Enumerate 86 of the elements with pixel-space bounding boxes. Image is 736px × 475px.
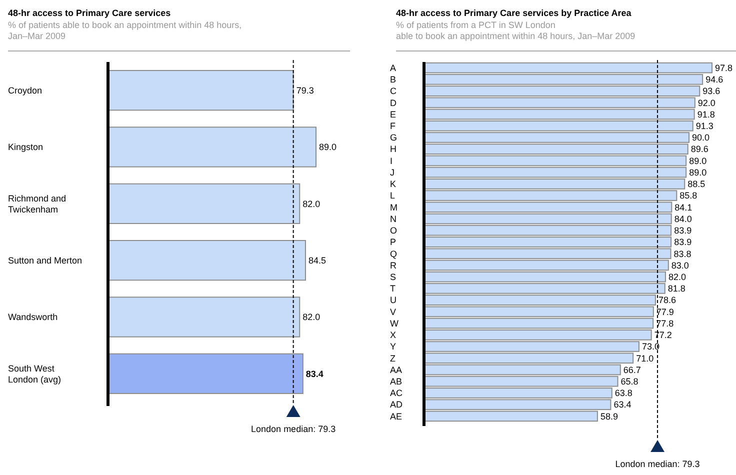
bar	[108, 183, 300, 224]
y-tick-label: M	[390, 202, 398, 212]
y-tick-label: W	[390, 318, 399, 328]
y-tick-label: I	[390, 156, 393, 166]
chart-subtitle: % of patients from a PCT in SW London able to book an appointment within 48 hours, Jan–Mar 2009	[396, 20, 636, 41]
bar	[108, 70, 294, 111]
data-label: 89.0	[689, 167, 707, 178]
ref-line-label: London median: 79.3	[251, 424, 336, 434]
y-tick-label: H	[390, 144, 396, 154]
data-label: 58.9	[600, 411, 618, 422]
y-tick-label: Z	[390, 353, 396, 364]
y-tick-label: F	[390, 121, 396, 132]
data-label: 88.5	[688, 179, 706, 190]
y-tick-label: E	[390, 109, 396, 120]
data-label: 91.8	[697, 109, 715, 120]
y-tick-label: K	[390, 179, 396, 190]
bar	[108, 296, 300, 338]
data-label: 79.3	[296, 85, 314, 96]
bar	[108, 240, 306, 281]
data-label: 82.0	[302, 312, 320, 322]
ref-line-label: London median: 79.3	[615, 459, 700, 469]
y-tick-label: U	[390, 295, 396, 306]
data-label: 84.1	[674, 202, 692, 212]
data-label: 82.0	[668, 272, 686, 282]
data-label: 83.4	[306, 368, 324, 379]
y-tick-label: Q	[390, 248, 398, 259]
y-tick-label: South West London (avg)	[8, 363, 62, 384]
data-label: 93.6	[702, 86, 720, 96]
y-tick-label: R	[390, 260, 397, 270]
data-label: 89.6	[690, 144, 708, 154]
y-tick-label: Richmond and Twickenham	[8, 193, 66, 214]
data-label: 77.8	[656, 318, 674, 328]
chart-title: 48-hr access to Primary Care services by Practice Area	[396, 8, 632, 18]
y-tick-label: C	[390, 86, 397, 96]
y-tick-label: B	[390, 74, 396, 85]
y-tick-label: S	[390, 272, 396, 282]
y-tick-label: AC	[390, 388, 404, 398]
y-tick-label: Sutton and Merton	[8, 255, 82, 266]
data-label: 77.2	[654, 330, 672, 340]
data-label: 89.0	[319, 142, 337, 152]
data-label: 81.8	[668, 284, 686, 294]
data-label: 83.0	[671, 260, 689, 270]
data-label: 82.0	[302, 198, 320, 209]
data-label: 63.8	[614, 388, 632, 398]
data-label: 83.9	[674, 237, 692, 248]
y-tick-label: V	[390, 306, 396, 317]
data-label: 83.9	[674, 226, 692, 236]
y-tick-label: Croydon	[8, 85, 42, 96]
data-label: 94.6	[706, 74, 724, 85]
y-tick-label: AE	[390, 411, 402, 422]
y-tick-label: Y	[390, 342, 396, 352]
data-label: 84.5	[308, 255, 326, 266]
data-label: 63.4	[614, 400, 632, 410]
y-tick-label: P	[390, 237, 396, 248]
y-tick-label: N	[390, 214, 396, 224]
y-tick-label: AB	[390, 376, 402, 387]
data-label: 85.8	[680, 190, 698, 201]
chart-subtitle: % of patients able to book an appointment within 48 hours, Jan–Mar 2009	[8, 20, 242, 41]
y-tick-label: Kingston	[8, 142, 44, 152]
data-label: 73.0	[642, 342, 660, 352]
y-tick-label: X	[390, 330, 396, 340]
data-label: 66.7	[623, 364, 641, 375]
y-tick-label: D	[390, 98, 397, 108]
y-tick-label: G	[390, 132, 398, 143]
data-label: 78.6	[658, 295, 676, 306]
y-tick-label: T	[390, 284, 396, 294]
y-tick-label: AD	[390, 400, 404, 410]
data-label: 71.0	[636, 353, 654, 364]
bar	[108, 353, 304, 394]
data-label: 90.0	[692, 132, 710, 143]
y-tick-label: O	[390, 226, 398, 236]
chart-title: 48-hr access to Primary Care services	[8, 8, 171, 18]
y-tick-label: Wandsworth	[8, 312, 58, 322]
data-label: 89.0	[689, 156, 707, 166]
data-label: 97.8	[715, 62, 733, 73]
data-label: 77.9	[656, 306, 674, 317]
data-label: 83.8	[674, 248, 692, 259]
y-tick-label: L	[390, 190, 396, 201]
data-label: 92.0	[698, 98, 716, 108]
y-tick-label: A	[390, 62, 396, 73]
data-label: 91.3	[696, 121, 714, 132]
y-tick-label: J	[390, 167, 394, 178]
data-label: 65.8	[620, 376, 638, 387]
bar	[108, 126, 316, 168]
data-label: 84.0	[674, 214, 692, 224]
y-tick-label: AA	[390, 364, 402, 375]
